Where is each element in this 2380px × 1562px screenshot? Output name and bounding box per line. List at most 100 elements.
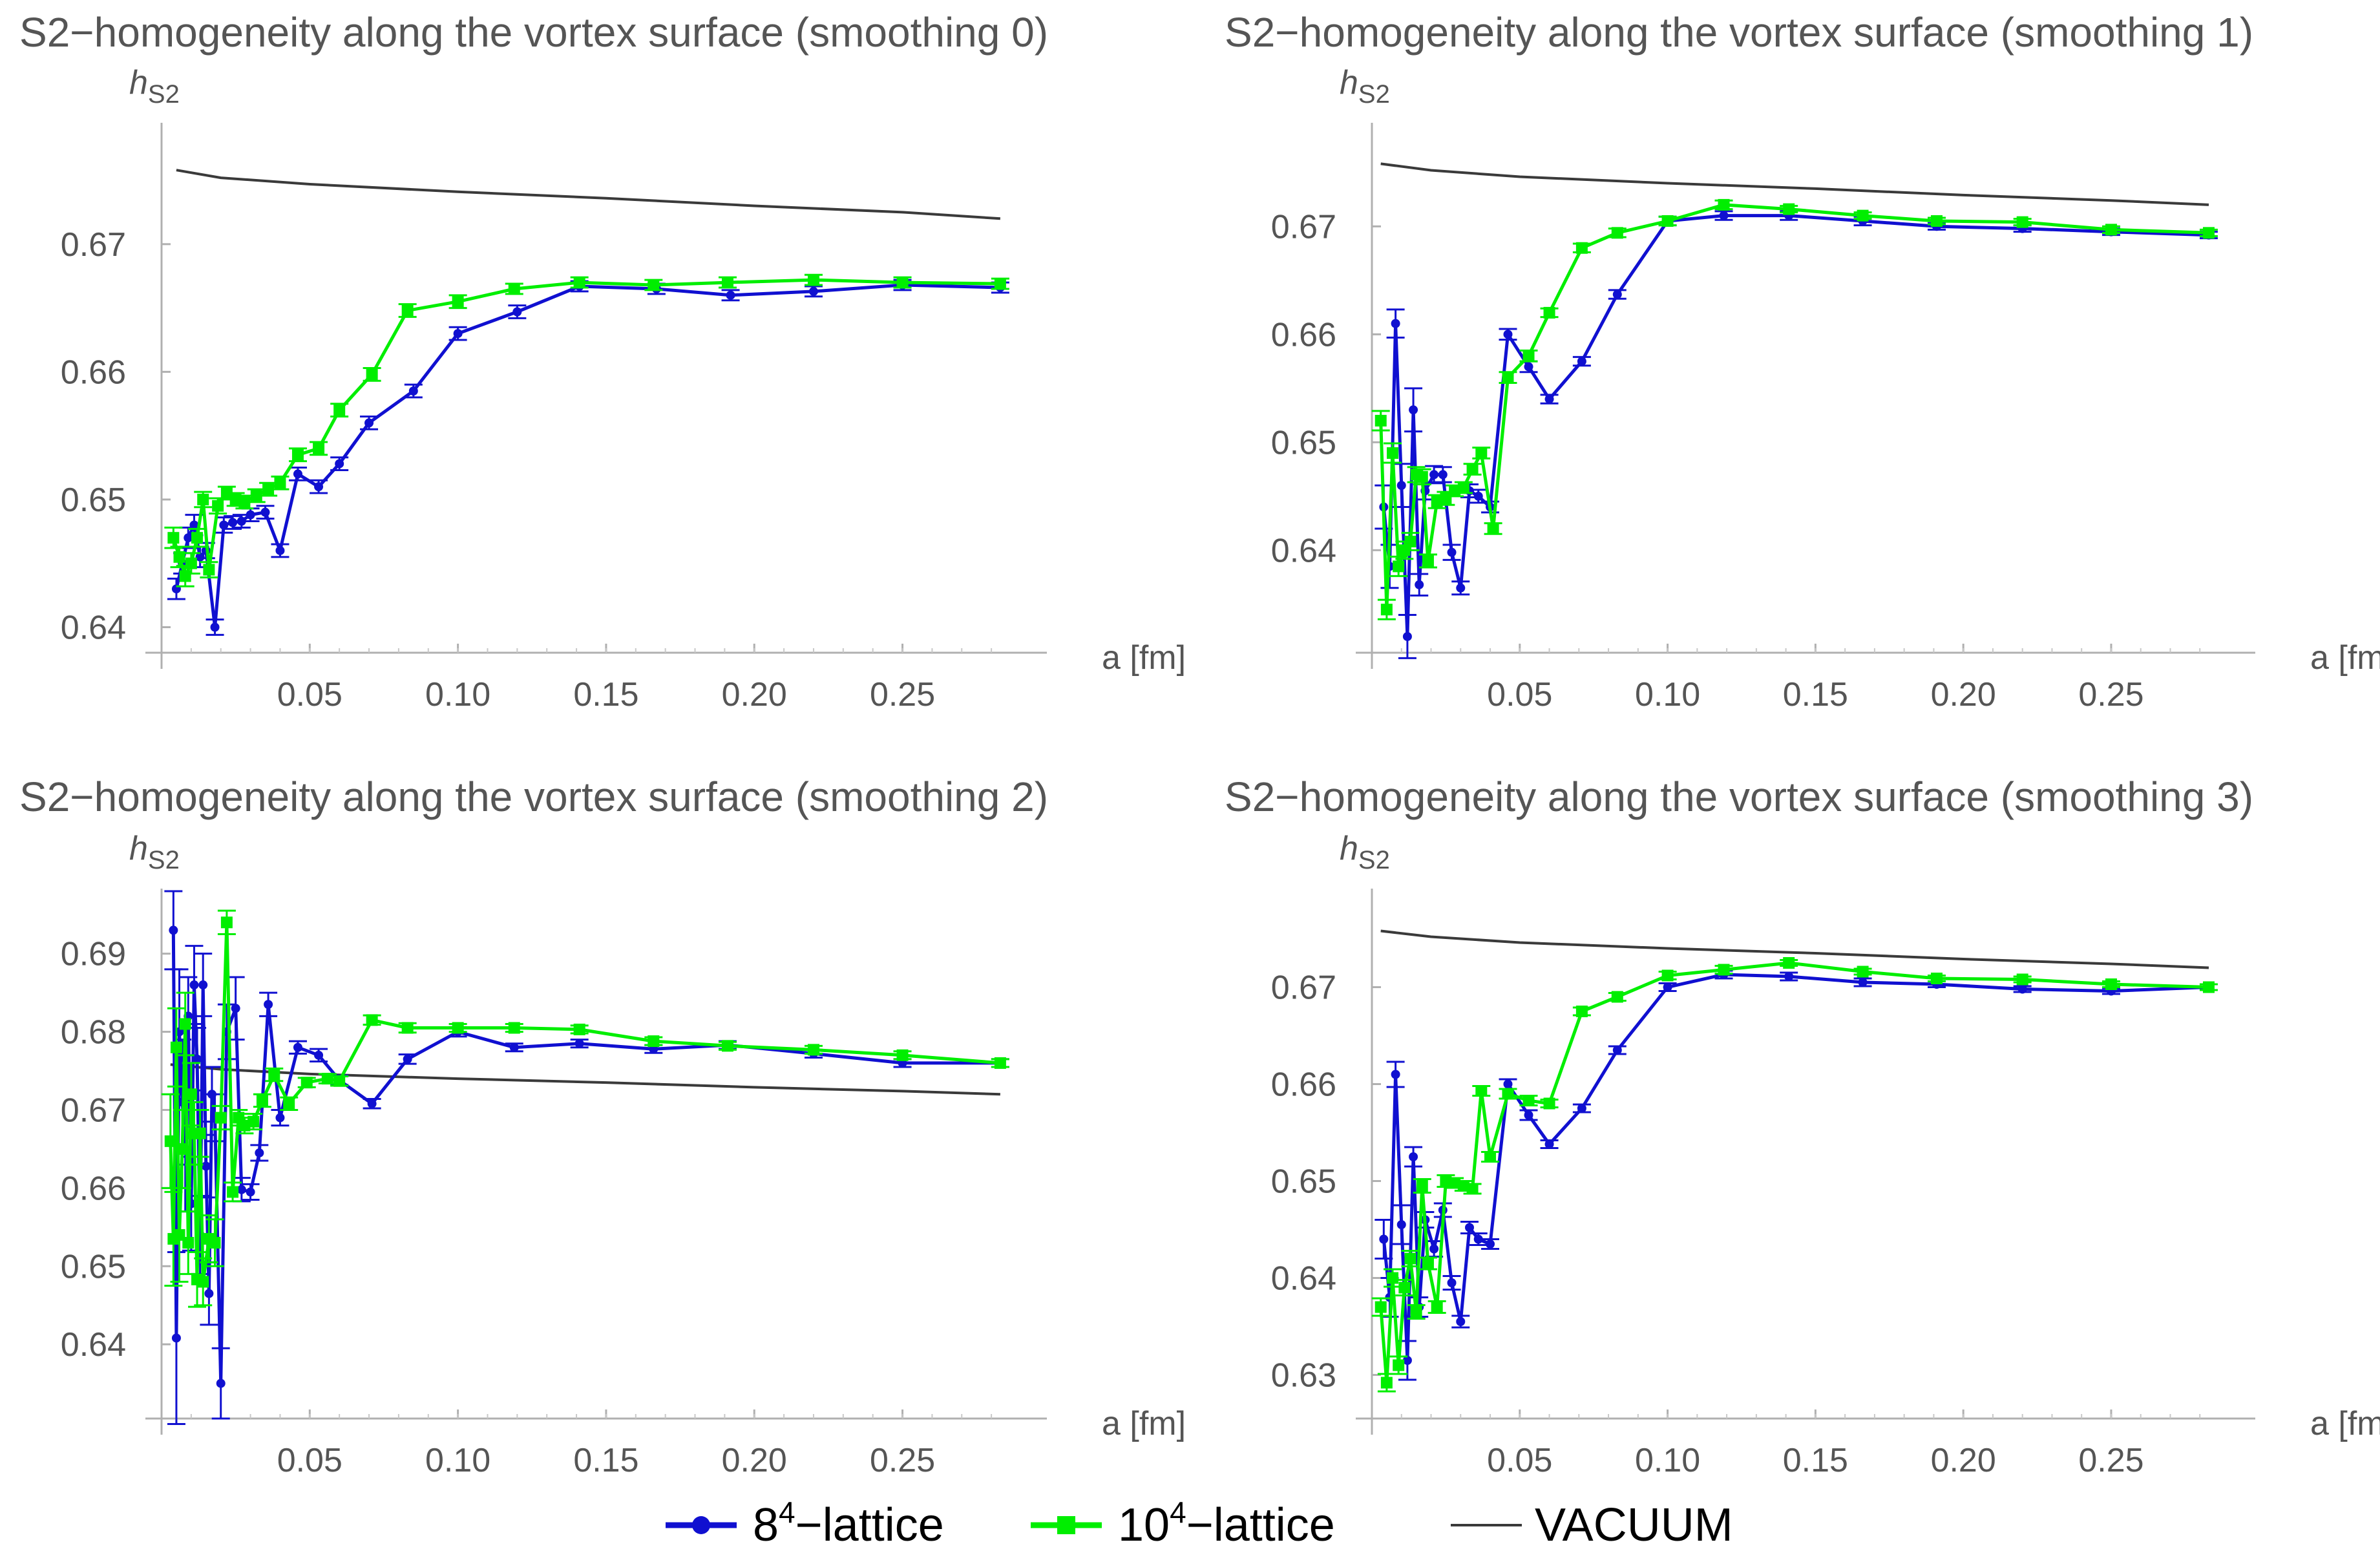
- x-tick-label: 0.05: [1487, 1442, 1552, 1479]
- data-point: [1398, 1282, 1411, 1294]
- data-point: [1391, 319, 1400, 328]
- y-axis-label-main: h: [129, 64, 148, 101]
- x-tick-label: 0.25: [2078, 676, 2143, 713]
- y-tick-label: 0.64: [61, 1326, 126, 1364]
- y-tick-label: 0.66: [61, 1170, 126, 1207]
- data-point: [807, 1044, 819, 1056]
- x-tick-label: 0.15: [573, 1442, 638, 1479]
- data-point: [238, 1119, 251, 1132]
- data-point: [994, 1057, 1006, 1069]
- legend-entry-8-lattice: 84−lattice: [666, 1495, 944, 1551]
- data-point: [573, 277, 585, 289]
- data-point: [246, 510, 255, 520]
- y-axis-label: hS2: [1340, 64, 1390, 109]
- data-point: [2105, 978, 2117, 990]
- data-point: [2016, 973, 2028, 986]
- data-point: [1393, 1359, 1405, 1371]
- y-tick-label: 0.65: [61, 481, 126, 519]
- data-point: [1502, 1088, 1514, 1100]
- y-axis-label-sub: S2: [148, 846, 180, 874]
- data-point: [1438, 470, 1448, 480]
- data-point: [1783, 957, 1795, 969]
- data-point: [268, 1069, 280, 1081]
- data-point: [1447, 547, 1457, 557]
- data-point: [1409, 1152, 1418, 1161]
- data-point: [176, 1143, 189, 1155]
- data-point: [1502, 372, 1514, 384]
- data-point: [237, 1185, 246, 1194]
- data-point: [173, 551, 185, 563]
- y-tick-label: 0.67: [1271, 969, 1336, 1007]
- x-tick-label: 0.20: [1931, 1442, 1996, 1479]
- series-line-vacuum: [170, 1063, 1000, 1096]
- data-point: [274, 477, 286, 489]
- data-point: [367, 1099, 377, 1108]
- data-point: [1456, 583, 1466, 593]
- y-axis-label-main: h: [1340, 64, 1358, 101]
- series-8-lattice: [167, 279, 1009, 636]
- data-point: [1374, 1301, 1387, 1313]
- chart-title: S2−homogeneity along the vortex surface …: [1225, 9, 2253, 56]
- data-point: [191, 532, 204, 544]
- data-point: [197, 1276, 209, 1288]
- data-point: [170, 1041, 182, 1053]
- data-point: [321, 1073, 333, 1085]
- y-tick-label: 0.64: [61, 609, 126, 646]
- data-point: [1719, 211, 1729, 220]
- y-tick-label: 0.65: [1271, 424, 1336, 461]
- data-point: [1544, 1139, 1554, 1149]
- data-point: [1544, 394, 1554, 404]
- series-line-vacuum: [1380, 162, 2209, 206]
- data-point: [1456, 1317, 1466, 1326]
- y-tick-label: 0.64: [1271, 1260, 1336, 1298]
- data-point: [808, 286, 818, 296]
- data-point: [260, 507, 270, 517]
- data-point: [1447, 1278, 1457, 1287]
- data-point: [1663, 982, 1672, 992]
- data-point: [1524, 362, 1533, 372]
- data-point: [1930, 973, 1943, 984]
- data-point: [201, 1161, 211, 1171]
- data-point: [1487, 522, 1499, 534]
- data-point: [1543, 1097, 1555, 1110]
- data-point: [1431, 496, 1443, 508]
- data-point: [220, 916, 233, 929]
- data-point: [1404, 1252, 1416, 1265]
- data-point: [219, 520, 229, 530]
- series-line-10-lattice: [1379, 203, 2209, 611]
- data-point: [1465, 1223, 1475, 1232]
- legend-label-vacuum: VACUUM: [1535, 1499, 1733, 1551]
- data-point: [574, 1039, 584, 1048]
- data-point: [1577, 357, 1586, 366]
- data-point: [1457, 481, 1469, 494]
- data-point: [1466, 463, 1479, 476]
- data-point: [1522, 1095, 1535, 1106]
- data-point: [1416, 470, 1428, 483]
- data-point: [293, 469, 302, 479]
- data-point: [1575, 1006, 1588, 1017]
- legend-rest-8: −lattice: [795, 1499, 944, 1551]
- data-point: [1473, 1234, 1483, 1244]
- data-point: [408, 386, 418, 396]
- data-point: [264, 1000, 273, 1009]
- data-point: [896, 277, 909, 289]
- data-point: [1396, 1220, 1406, 1229]
- data-point: [194, 1127, 206, 1139]
- data-point: [2105, 224, 2117, 236]
- x-tick-label: 0.10: [1635, 1442, 1700, 1479]
- data-point: [1387, 1272, 1399, 1284]
- data-point: [994, 278, 1006, 290]
- data-point: [1410, 1306, 1422, 1318]
- data-point: [185, 557, 197, 569]
- data-point: [228, 518, 238, 527]
- y-tick-label: 0.66: [1271, 316, 1336, 354]
- legend-base-10: 10: [1118, 1499, 1170, 1551]
- data-point: [1396, 481, 1406, 491]
- data-point: [275, 1113, 285, 1123]
- data-point: [1575, 242, 1588, 254]
- data-point: [1577, 1104, 1586, 1113]
- data-point: [509, 1042, 519, 1052]
- data-point: [648, 1035, 660, 1048]
- series-line-10-lattice: [169, 920, 1001, 1283]
